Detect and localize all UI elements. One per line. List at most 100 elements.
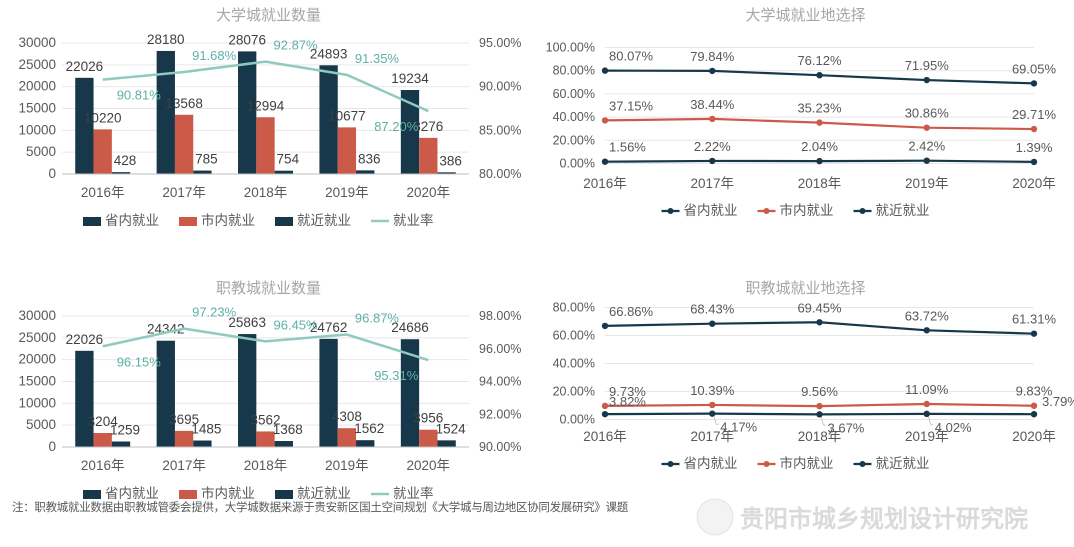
svg-text:2.42%: 2.42% — [908, 139, 945, 154]
svg-text:37.15%: 37.15% — [609, 98, 654, 113]
svg-text:68.43%: 68.43% — [690, 302, 735, 317]
svg-text:15000: 15000 — [18, 374, 56, 389]
svg-text:就近就业: 就近就业 — [297, 213, 351, 228]
svg-text:61.31%: 61.31% — [1012, 312, 1057, 327]
svg-text:省内就业: 省内就业 — [684, 456, 738, 471]
svg-text:2020年: 2020年 — [407, 185, 451, 200]
svg-text:96.45%: 96.45% — [274, 317, 319, 332]
svg-text:28180: 28180 — [147, 32, 185, 47]
svg-text:90.00%: 90.00% — [479, 80, 521, 94]
svg-text:22026: 22026 — [66, 332, 104, 347]
svg-text:职教城就业数量: 职教城就业数量 — [216, 280, 321, 297]
svg-text:2016年: 2016年 — [81, 185, 125, 200]
svg-text:2018年: 2018年 — [798, 176, 842, 191]
svg-text:3.79%: 3.79% — [1042, 394, 1074, 409]
svg-text:10.39%: 10.39% — [690, 383, 735, 398]
svg-text:5000: 5000 — [26, 417, 56, 432]
svg-text:10000: 10000 — [18, 122, 56, 137]
svg-text:3.82%: 3.82% — [609, 394, 646, 409]
svg-text:30000: 30000 — [18, 35, 56, 50]
svg-text:428: 428 — [114, 153, 137, 168]
svg-text:28076: 28076 — [228, 32, 266, 47]
svg-text:87.20%: 87.20% — [374, 119, 419, 134]
svg-text:大学城就业数量: 大学城就业数量 — [216, 7, 321, 24]
svg-text:0: 0 — [48, 166, 56, 181]
svg-text:2020年: 2020年 — [1012, 429, 1056, 444]
svg-text:10220: 10220 — [84, 110, 122, 125]
svg-text:0.00%: 0.00% — [560, 157, 595, 171]
svg-text:0.00%: 0.00% — [560, 413, 595, 427]
svg-text:92.87%: 92.87% — [274, 38, 319, 53]
svg-text:91.68%: 91.68% — [192, 48, 237, 63]
svg-text:市内就业: 市内就业 — [780, 202, 834, 218]
svg-text:22026: 22026 — [66, 59, 104, 74]
svg-text:2017年: 2017年 — [162, 458, 206, 473]
svg-text:95.00%: 95.00% — [479, 36, 521, 50]
svg-text:13568: 13568 — [165, 96, 203, 111]
svg-text:1.56%: 1.56% — [609, 140, 646, 155]
svg-text:2017年: 2017年 — [162, 185, 206, 200]
svg-text:20000: 20000 — [18, 79, 56, 94]
svg-text:2019年: 2019年 — [905, 176, 949, 191]
svg-text:2020年: 2020年 — [1012, 176, 1056, 191]
svg-text:2020年: 2020年 — [407, 458, 451, 473]
svg-text:1259: 1259 — [110, 423, 140, 438]
svg-text:836: 836 — [358, 151, 381, 166]
svg-text:1368: 1368 — [273, 422, 303, 437]
svg-text:60.00%: 60.00% — [553, 329, 595, 343]
svg-text:1524: 1524 — [436, 421, 467, 436]
svg-text:2.04%: 2.04% — [801, 139, 838, 154]
svg-text:38.44%: 38.44% — [690, 97, 735, 112]
svg-text:1485: 1485 — [191, 422, 221, 437]
svg-text:785: 785 — [195, 152, 218, 167]
svg-text:91.35%: 91.35% — [355, 51, 400, 66]
svg-text:1562: 1562 — [354, 421, 384, 436]
svg-text:25000: 25000 — [18, 330, 56, 345]
svg-text:10677: 10677 — [328, 108, 366, 123]
svg-text:20.00%: 20.00% — [553, 133, 595, 147]
svg-text:1.39%: 1.39% — [1016, 140, 1053, 155]
svg-text:2016年: 2016年 — [81, 458, 125, 473]
svg-text:98.00%: 98.00% — [479, 309, 521, 323]
svg-text:2018年: 2018年 — [244, 458, 288, 473]
svg-text:4.02%: 4.02% — [935, 420, 972, 435]
svg-text:97.23%: 97.23% — [192, 305, 237, 320]
svg-text:5000: 5000 — [26, 144, 56, 159]
svg-text:69.45%: 69.45% — [797, 300, 842, 315]
svg-text:3.67%: 3.67% — [828, 420, 865, 435]
svg-text:96.87%: 96.87% — [355, 311, 400, 326]
svg-text:63.72%: 63.72% — [905, 308, 950, 323]
svg-text:2019年: 2019年 — [325, 458, 369, 473]
svg-text:79.84%: 79.84% — [690, 49, 735, 64]
svg-text:大学城就业地选择: 大学城就业地选择 — [745, 7, 865, 24]
svg-text:96.00%: 96.00% — [479, 342, 521, 356]
svg-text:30000: 30000 — [18, 308, 56, 323]
svg-text:9.56%: 9.56% — [801, 384, 838, 399]
svg-text:20000: 20000 — [18, 352, 56, 367]
svg-text:市内就业: 市内就业 — [201, 212, 255, 228]
svg-text:25000: 25000 — [18, 57, 56, 72]
svg-text:20.00%: 20.00% — [553, 385, 595, 399]
svg-text:15000: 15000 — [18, 101, 56, 116]
svg-text:80.07%: 80.07% — [609, 49, 654, 64]
svg-text:35.23%: 35.23% — [797, 101, 842, 116]
svg-text:2016年: 2016年 — [583, 176, 627, 191]
svg-text:95.31%: 95.31% — [374, 368, 419, 383]
svg-text:职教城就业地选择: 职教城就业地选择 — [745, 280, 865, 297]
svg-text:省内就业: 省内就业 — [684, 203, 738, 218]
svg-text:71.95%: 71.95% — [905, 58, 950, 73]
svg-text:40.00%: 40.00% — [553, 357, 595, 371]
svg-text:100.00%: 100.00% — [546, 41, 595, 55]
svg-text:就业率: 就业率 — [393, 212, 434, 228]
svg-text:省内就业: 省内就业 — [105, 213, 159, 228]
svg-text:754: 754 — [277, 152, 300, 167]
svg-text:66.86%: 66.86% — [609, 304, 654, 319]
svg-text:30.86%: 30.86% — [905, 106, 950, 121]
svg-text:11.09%: 11.09% — [905, 382, 949, 397]
svg-text:2017年: 2017年 — [690, 176, 734, 191]
svg-text:贵阳市城乡规划设计研究院: 贵阳市城乡规划设计研究院 — [740, 505, 1028, 533]
svg-text:就近就业: 就近就业 — [876, 456, 930, 471]
svg-text:76.12%: 76.12% — [797, 53, 842, 68]
svg-text:2.22%: 2.22% — [694, 139, 731, 154]
svg-text:29.71%: 29.71% — [1012, 107, 1057, 122]
